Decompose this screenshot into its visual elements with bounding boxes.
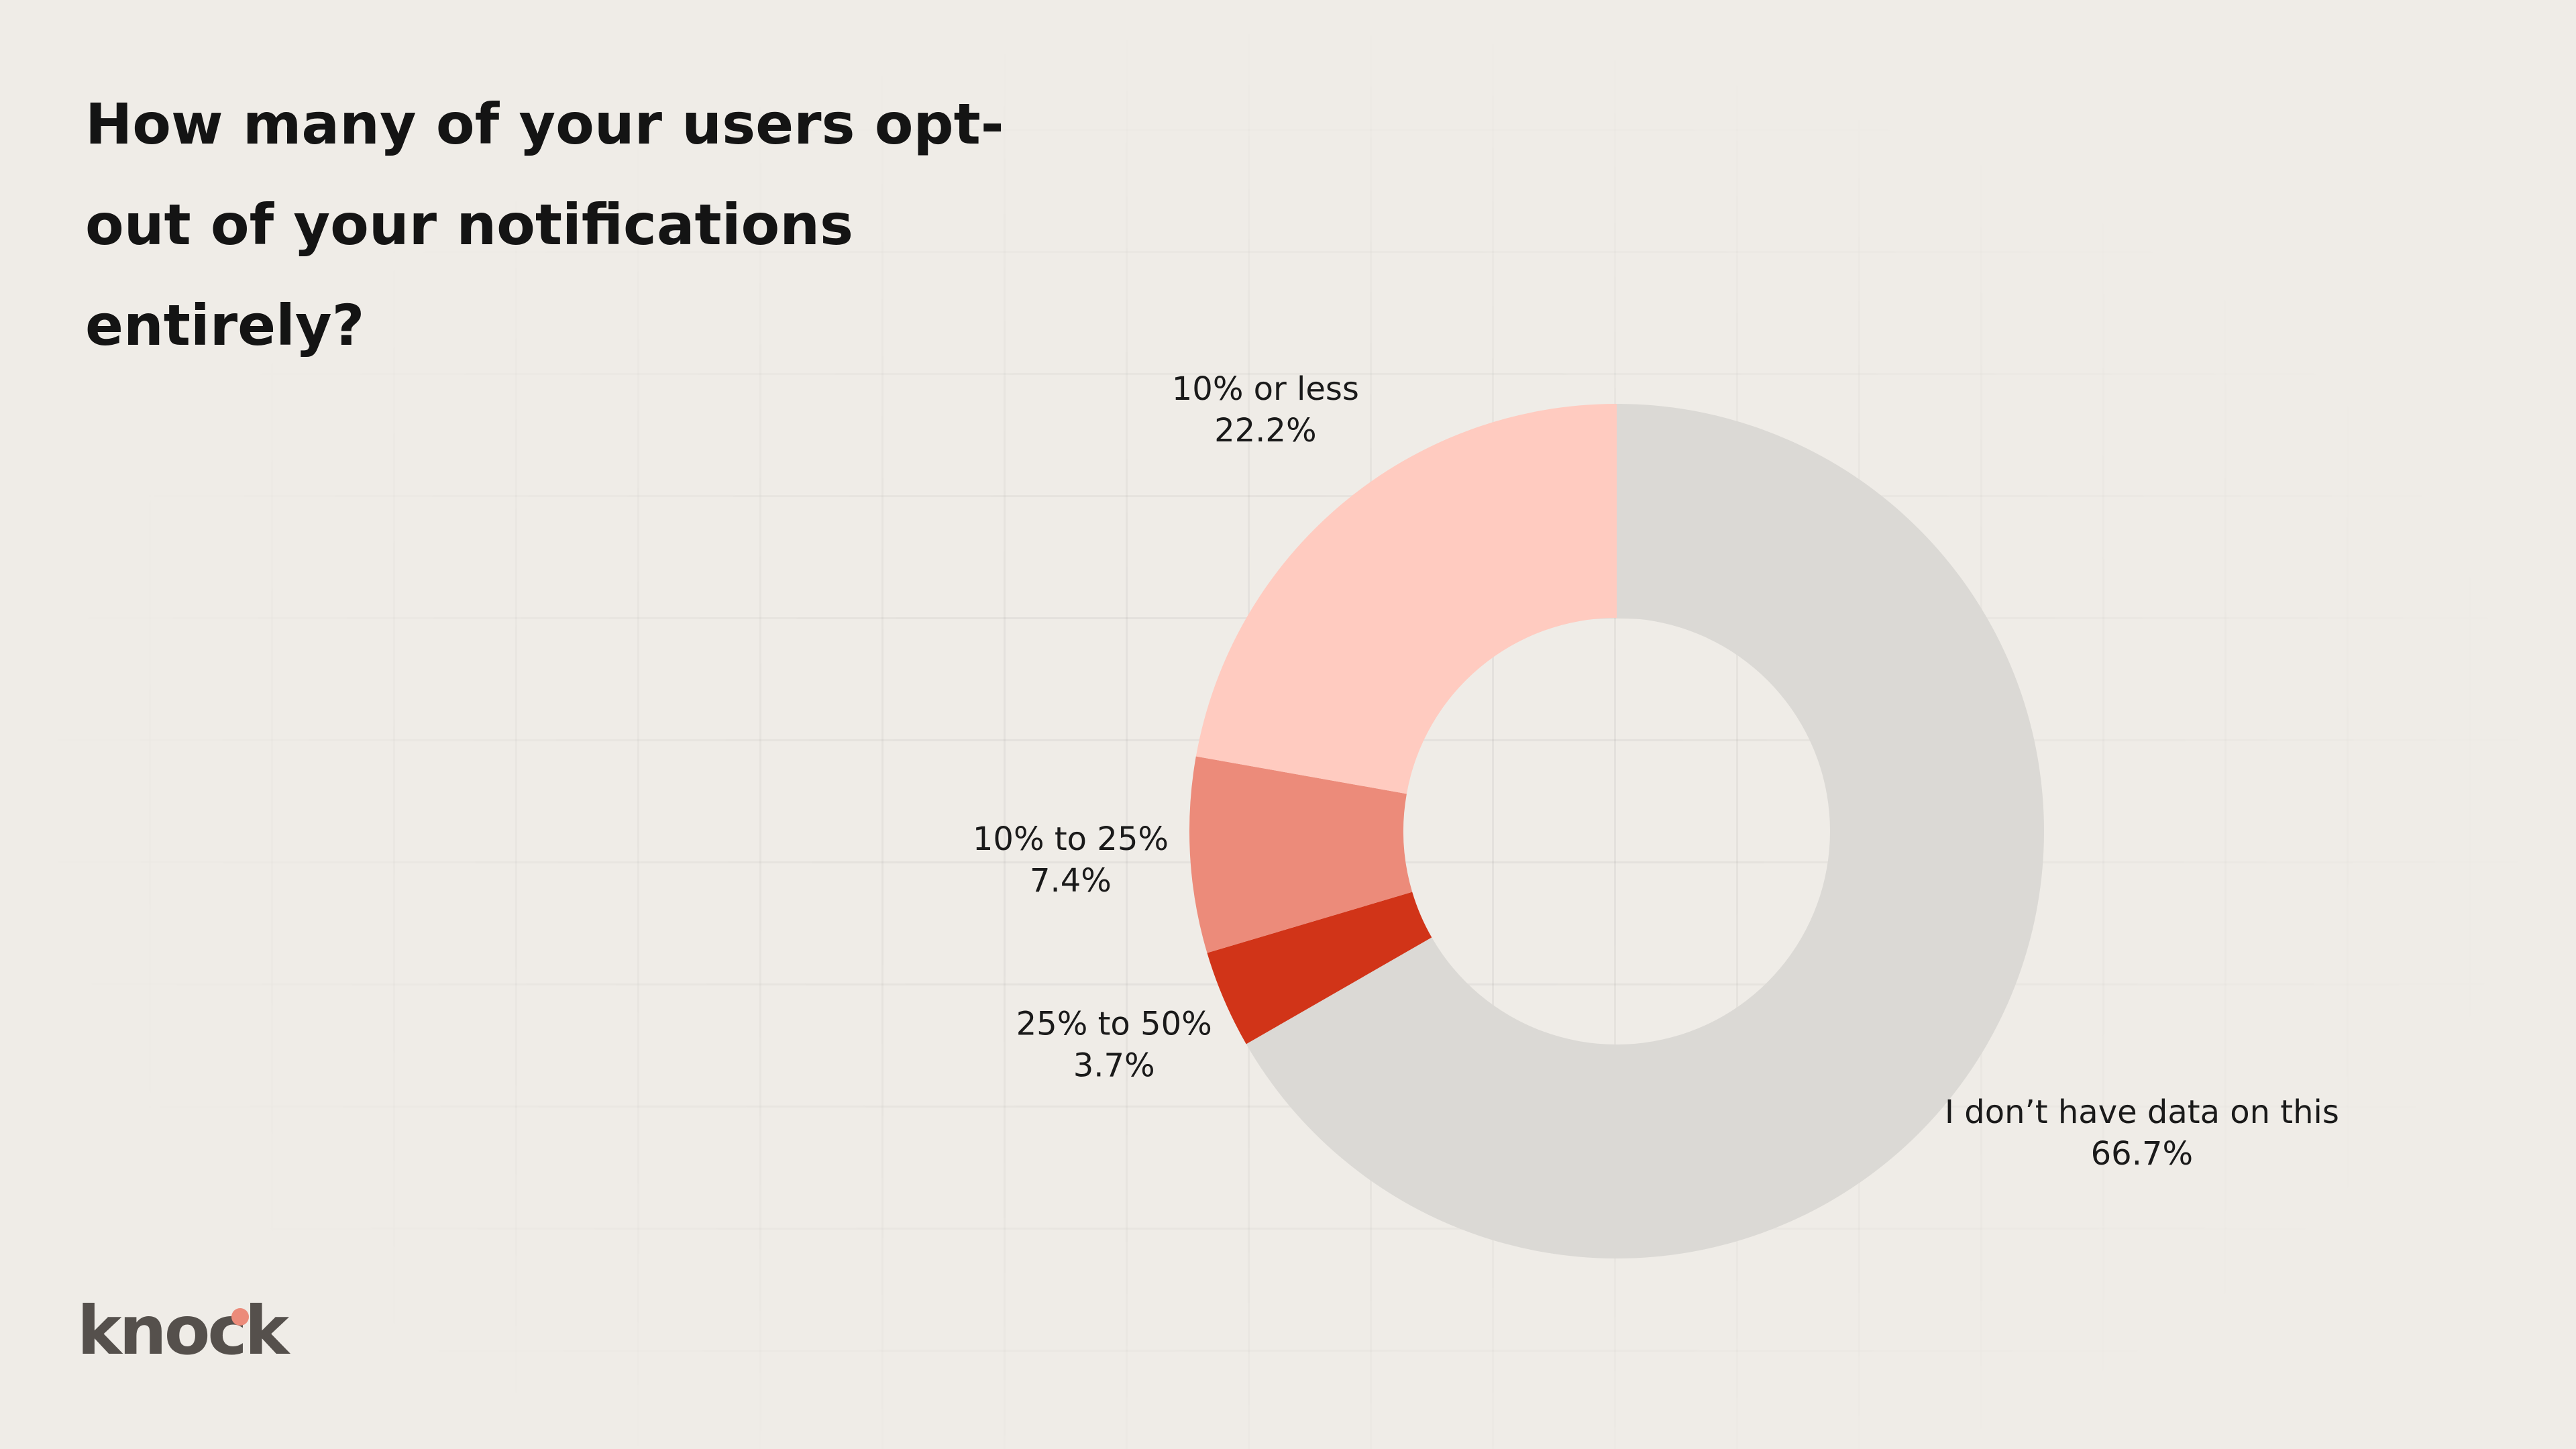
segment-value: 3.7% <box>1073 1046 1155 1084</box>
segment-value: 66.7% <box>2091 1135 2193 1173</box>
segment-label: I don’t have data on this <box>1945 1093 2339 1131</box>
chart-title: How many of your users opt-out of your n… <box>85 91 1004 358</box>
donut-segment <box>1195 404 1617 794</box>
donut-segment <box>1189 756 1413 953</box>
segment-value: 7.4% <box>1030 862 1112 900</box>
logo-dot <box>231 1308 249 1326</box>
segment-value: 22.2% <box>1214 412 1316 449</box>
donut-segment <box>1207 892 1432 1044</box>
donut-segment <box>1246 404 2044 1259</box>
segment-label: 25% to 50% <box>1016 1005 1212 1042</box>
segment-label: 10% or less <box>1172 370 1359 408</box>
segment-label: 10% to 25% <box>973 820 1169 858</box>
logo: knock <box>77 1291 289 1370</box>
